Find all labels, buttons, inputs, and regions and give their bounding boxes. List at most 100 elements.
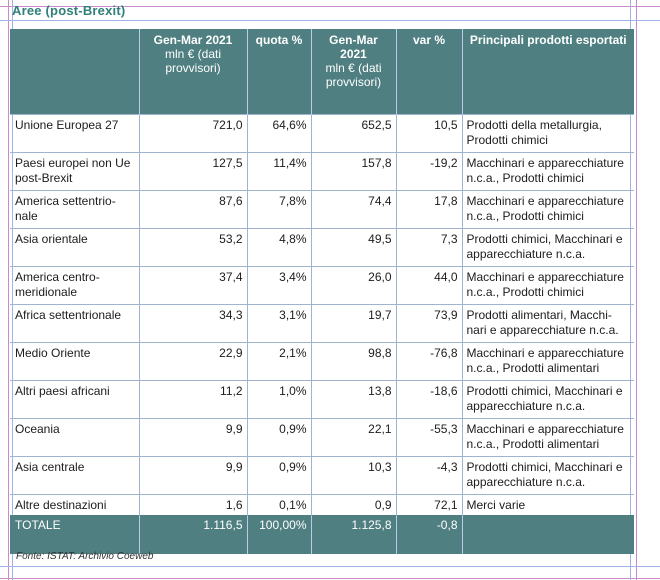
cell-products: Prodotti chimici, Macchinari e apparecch… <box>462 380 634 419</box>
cell-value-2021: 37,4 <box>139 266 248 305</box>
cell-change: 10,5 <box>396 114 463 153</box>
cell-change: -4,3 <box>396 456 463 495</box>
total-cell-value-2021-b: 1.125,8 <box>311 515 397 554</box>
cell-value-2021: 9,9 <box>139 456 248 495</box>
table-row: Asia centrale 9,9 0,9% 10,3 -4,3 Prodotti chi… <box>10 456 634 495</box>
cell-area: Medio Oriente <box>10 342 140 381</box>
cell-value-2021-b: 0,9 <box>311 494 397 516</box>
cell-value-2021: 9,9 <box>139 418 248 457</box>
total-cell-value-2021: 1.116,5 <box>139 515 248 554</box>
table-row: America centro-meridionale 37,4 3,4% 26,0 44… <box>10 266 634 305</box>
cell-value-2021-b: 10,3 <box>311 456 397 495</box>
cell-share: 0,9% <box>247 418 312 457</box>
cell-value-2021: 11,2 <box>139 380 248 419</box>
table-row: Paesi europei non Ue post-Brexit 127,5 11,… <box>10 152 634 191</box>
source-note: Fonte: ISTAT: Archivio Coeweb <box>16 551 154 562</box>
cell-change: 7,3 <box>396 228 463 267</box>
header-label: var % <box>412 33 446 47</box>
cell-area: Oceania <box>10 418 140 457</box>
header-value-2021-b: Gen-Mar 2021 mln € (dati provvisori) <box>311 29 397 115</box>
cell-products: Prodotti alimentari, Macchi-nari e appar… <box>462 304 634 343</box>
cell-area: Asia orientale <box>10 228 140 267</box>
cell-share: 64,6% <box>247 114 312 153</box>
cell-products: Macchinari e apparecchiature n.c.a., Pro… <box>462 418 634 457</box>
layout-guide <box>8 0 9 580</box>
cell-change: 72,1 <box>396 494 463 516</box>
cell-change: 44,0 <box>396 266 463 305</box>
cell-share: 4,8% <box>247 228 312 267</box>
cell-products: Prodotti della metallurgia, Prodotti chi… <box>462 114 634 153</box>
cell-value-2021-b: 157,8 <box>311 152 397 191</box>
cell-products: Macchinari e apparecchiature n.c.a., Pro… <box>462 266 634 305</box>
cell-value-2021-b: 22,1 <box>311 418 397 457</box>
cell-products: Prodotti chimici, Macchinari e apparecch… <box>462 228 634 267</box>
total-cell-products <box>462 515 634 554</box>
cell-area: Asia centrale <box>10 456 140 495</box>
total-cell-change: -0,8 <box>396 515 463 554</box>
cell-change: -18,6 <box>396 380 463 419</box>
cell-products: Macchinari e apparecchiature n.c.a., Pro… <box>462 152 634 191</box>
cell-value-2021: 53,2 <box>139 228 248 267</box>
cell-share: 3,1% <box>247 304 312 343</box>
table-row: Oceania 9,9 0,9% 22,1 -55,3 Macchinari e appa… <box>10 418 634 457</box>
cell-value-2021: 721,0 <box>139 114 248 153</box>
cell-products: Prodotti chimici, Macchinari e apparecch… <box>462 456 634 495</box>
table-title: Aree (post-Brexit) <box>12 3 126 18</box>
header-products: Principali prodotti esportati <box>462 29 634 115</box>
cell-value-2021: 34,3 <box>139 304 248 343</box>
layout-guide <box>0 578 660 579</box>
layout-guide <box>0 20 660 21</box>
table-row: Altre destinazioni 1,6 0,1% 0,9 72,1 Merci va… <box>10 494 634 516</box>
cell-change: 73,9 <box>396 304 463 343</box>
cell-area: America centro-meridionale <box>10 266 140 305</box>
cell-change: -55,3 <box>396 418 463 457</box>
table-row: Asia orientale 53,2 4,8% 49,5 7,3 Prodotti ch… <box>10 228 634 267</box>
layout-guide <box>636 0 637 580</box>
cell-value-2021: 1,6 <box>139 494 248 516</box>
cell-value-2021-b: 26,0 <box>311 266 397 305</box>
header-row: Gen-Mar 2021 mln € (dati provvisori) quo… <box>10 29 634 115</box>
cell-area: Unione Europea 27 <box>10 114 140 153</box>
cell-share: 1,0% <box>247 380 312 419</box>
total-row: TOTALE 1.116,5 100,00% 1.125,8 -0,8 <box>10 515 634 554</box>
cell-share: 2,1% <box>247 342 312 381</box>
cell-area: Africa settentrionale <box>10 304 140 343</box>
cell-value-2021-b: 652,5 <box>311 114 397 153</box>
cell-share: 11,4% <box>247 152 312 191</box>
cell-value-2021-b: 19,7 <box>311 304 397 343</box>
cell-value-2021-b: 13,8 <box>311 380 397 419</box>
layout-guide <box>0 566 660 567</box>
cell-share: 0,1% <box>247 494 312 516</box>
cell-value-2021: 22,9 <box>139 342 248 381</box>
cell-share: 7,8% <box>247 190 312 229</box>
cell-value-2021-b: 74,4 <box>311 190 397 229</box>
export-table: Gen-Mar 2021 mln € (dati provvisori) quo… <box>10 29 634 554</box>
table-row: America settentrio-nale 87,6 7,8% 74,4 17,8 M… <box>10 190 634 229</box>
header-label: quota % <box>255 33 303 47</box>
header-area <box>10 29 140 115</box>
table-row: Africa settentrionale 34,3 3,1% 19,7 73,9 Pro… <box>10 304 634 343</box>
table-row: Unione Europea 27 721,0 64,6% 652,5 10,5 Prod… <box>10 114 634 153</box>
cell-products: Merci varie <box>462 494 634 516</box>
table-row: Altri paesi africani 11,2 1,0% 13,8 -18,6 Pro… <box>10 380 634 419</box>
header-value-2021: Gen-Mar 2021 mln € (dati provvisori) <box>139 29 248 115</box>
header-sublabel: mln € (dati provvisori) <box>164 47 222 75</box>
cell-value-2021-b: 98,8 <box>311 342 397 381</box>
cell-products: Macchinari e apparecchiature n.c.a., Pro… <box>462 190 634 229</box>
header-change: var % <box>396 29 463 115</box>
cell-area: Altre destinazioni <box>10 494 140 516</box>
header-sublabel: mln € (dati provvisori) <box>325 61 382 89</box>
header-share: quota % <box>247 29 312 115</box>
cell-products: Macchinari e apparecchiature n.c.a., Pro… <box>462 342 634 381</box>
total-cell-area: TOTALE <box>10 515 140 554</box>
cell-area: America settentrio-nale <box>10 190 140 229</box>
table-row: Medio Oriente 22,9 2,1% 98,8 -76,8 Macchinari… <box>10 342 634 381</box>
cell-value-2021: 87,6 <box>139 190 248 229</box>
cell-area: Altri paesi africani <box>10 380 140 419</box>
cell-value-2021-b: 49,5 <box>311 228 397 267</box>
total-cell-share: 100,00% <box>247 515 312 554</box>
header-label: Principali prodotti esportati <box>469 33 627 47</box>
cell-change: -19,2 <box>396 152 463 191</box>
cell-change: 17,8 <box>396 190 463 229</box>
cell-value-2021: 127,5 <box>139 152 248 191</box>
